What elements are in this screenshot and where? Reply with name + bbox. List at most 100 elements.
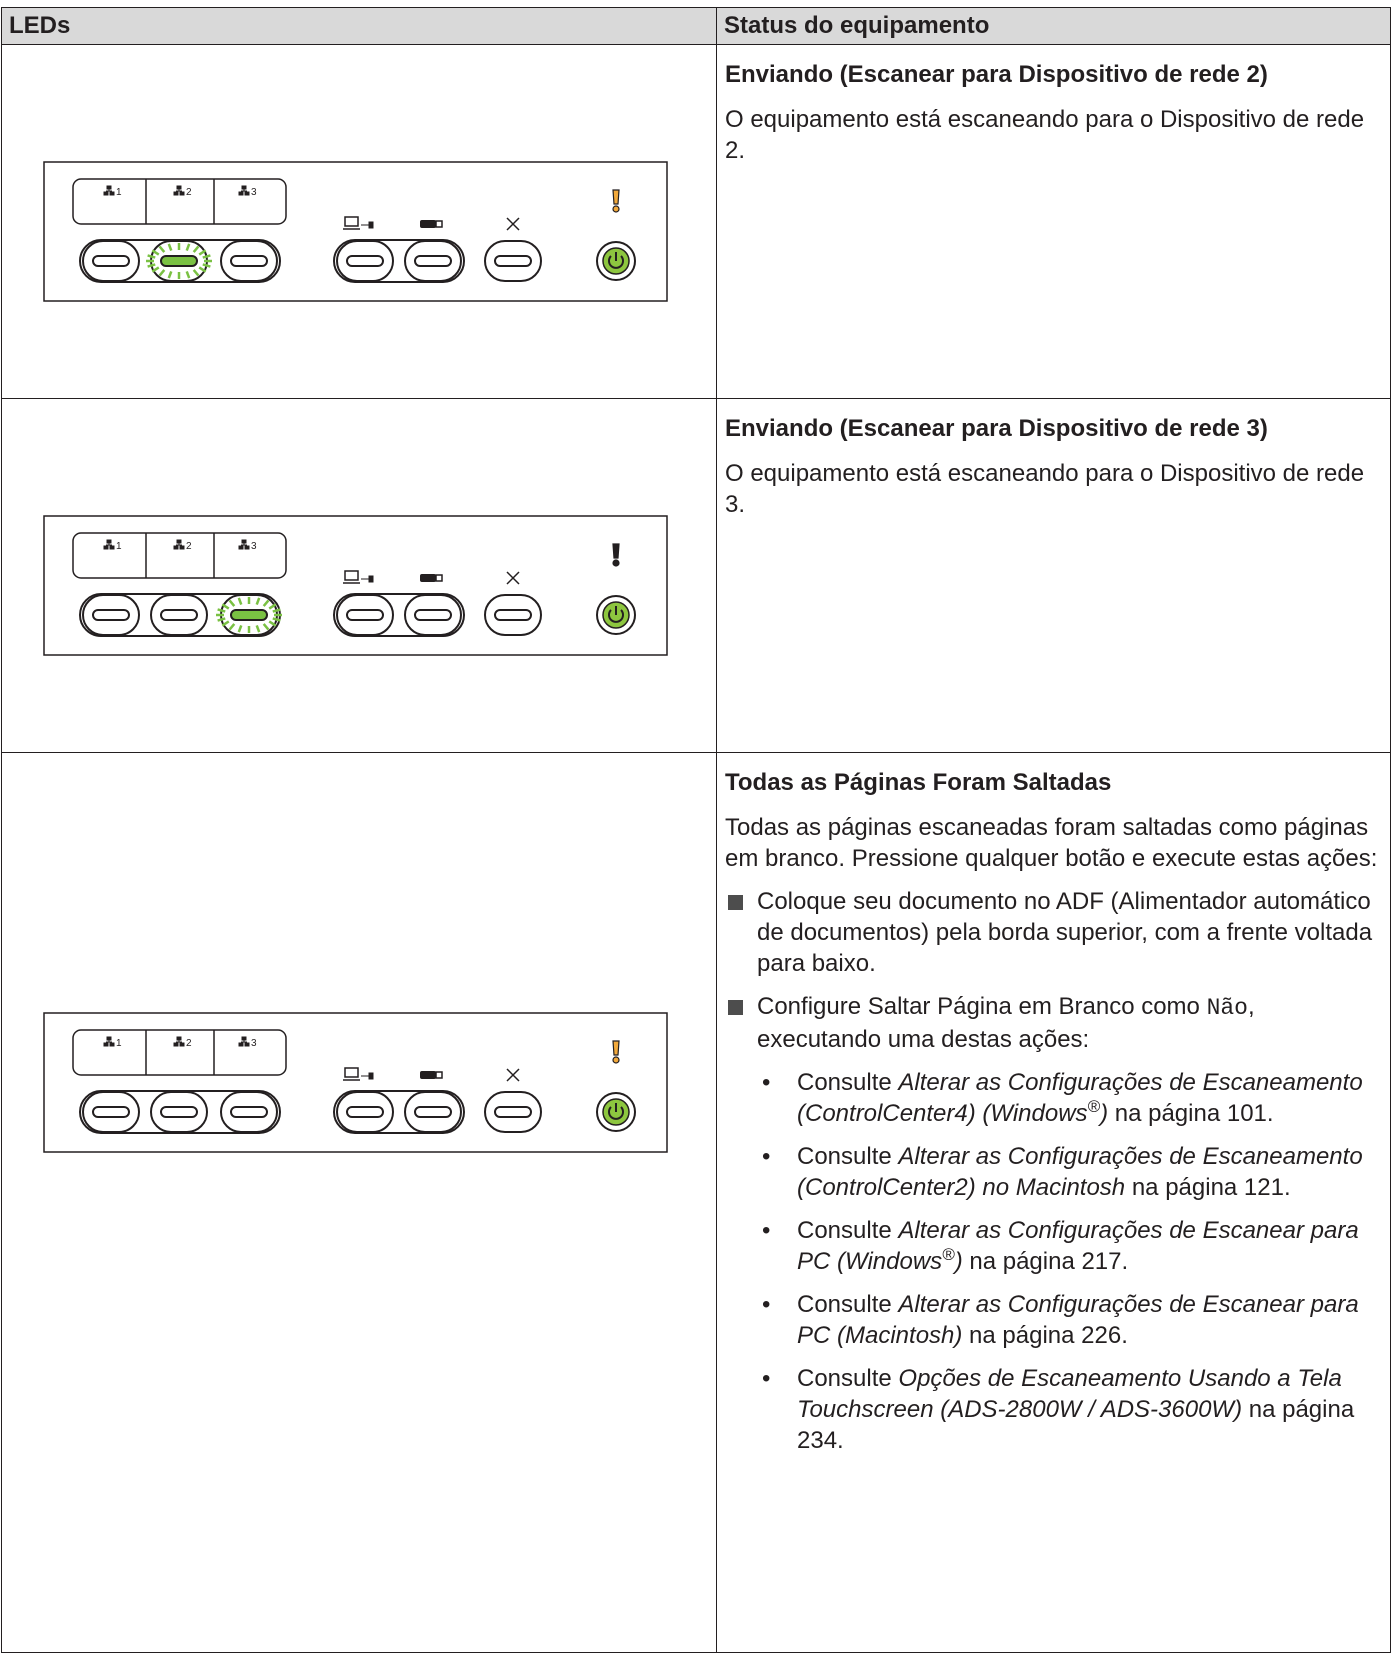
reference-item: Consulte Alterar as Configurações de Esc…	[757, 1067, 1382, 1129]
setting-value: Não	[1206, 995, 1248, 1021]
button-label: 2	[186, 187, 192, 198]
pc-icon	[343, 216, 360, 230]
reference-item: Consulte Opções de Escaneamento Usando a…	[757, 1363, 1382, 1456]
led-ray	[268, 620, 277, 627]
led-ray	[185, 271, 191, 279]
led-ray	[198, 266, 207, 273]
panel-frame	[43, 1012, 668, 1153]
label-box	[72, 1029, 287, 1076]
cancel-icon	[506, 571, 520, 585]
row: 1 2 3 Enviando (Escanear para Dispositivo …	[1, 398, 1391, 753]
status-text: Todas as páginas escaneadas foram saltad…	[725, 814, 1378, 872]
led	[92, 1106, 130, 1118]
label-box	[72, 532, 287, 579]
led-ray	[167, 271, 173, 279]
reference-lead: Consulte	[797, 1217, 892, 1244]
led-ray	[217, 617, 226, 622]
reference-lead: Consulte	[797, 1291, 892, 1318]
reference-close: )	[1100, 1100, 1109, 1127]
led-ray	[221, 620, 230, 627]
reference-page: na página 226.	[969, 1322, 1128, 1349]
page: LEDs Status do equipamento 1 2 3 Enviando …	[0, 0, 1392, 1579]
warning-dot	[612, 559, 620, 567]
reference-title: Opções de Escaneamento Usando a Tela Tou…	[797, 1365, 1342, 1423]
reference-title-text: Opções de Escaneamento Usando a Tela Tou…	[797, 1365, 1342, 1423]
led-ray	[228, 599, 236, 607]
reference-page: na página 217.	[969, 1248, 1129, 1275]
button-label: 1	[116, 1038, 122, 1049]
led-ray	[192, 269, 200, 277]
led	[494, 1106, 532, 1118]
pc-icon	[343, 1067, 360, 1081]
status-title: Enviando (Escanear para Dispositivo de r…	[725, 61, 1268, 88]
registered-mark: ®	[1087, 1097, 1101, 1116]
reference-item: Consulte Alterar as Configurações de Esc…	[757, 1141, 1382, 1203]
led-ray	[272, 608, 281, 613]
button-label: 2	[186, 1038, 192, 1049]
cancel-icon	[506, 217, 520, 231]
led-panel: 1 2 3	[43, 1012, 668, 1153]
status-text: O equipamento está escaneando para o Dis…	[725, 460, 1365, 518]
led-ray	[167, 243, 173, 251]
led-ray	[147, 254, 156, 259]
reference-lead: Consulte	[797, 1069, 892, 1096]
led-ray	[202, 254, 211, 259]
row: 1 2 3 Todas as Páginas Foram Saltadas Toda…	[1, 752, 1391, 1653]
action-item: Coloque seu documento no ADF (Alimentado…	[725, 886, 1382, 979]
led-ray	[237, 597, 243, 605]
led	[92, 255, 130, 267]
reference-title-text: Alterar as Configurações de Escanear par…	[797, 1291, 1359, 1349]
reference-lead: Consulte	[797, 1143, 892, 1170]
warning-dot	[612, 205, 620, 213]
led	[92, 609, 130, 621]
header-cell: LEDs	[1, 7, 717, 45]
reference-item: Consulte Alterar as Configurações de Esc…	[757, 1289, 1382, 1351]
reference-lead: Consulte	[797, 1365, 892, 1392]
led-ray	[221, 603, 230, 610]
usb-icon	[420, 574, 436, 582]
row: 1 2 3 Enviando (Escanear para Dispositivo …	[1, 44, 1391, 399]
reference-title: Alterar as Configurações de Escaneamento…	[797, 1143, 1363, 1201]
button-label: 2	[186, 541, 192, 552]
network-icon	[103, 185, 115, 196]
led	[414, 1106, 452, 1118]
led-ray	[262, 623, 270, 631]
network-icon	[238, 1036, 250, 1047]
power-symbol	[608, 1103, 624, 1120]
usb-icon	[420, 1071, 436, 1079]
led-ray	[192, 245, 200, 253]
led	[494, 255, 532, 267]
led	[230, 1106, 268, 1118]
reference-item: Consulte Alterar as Configurações de Esc…	[757, 1215, 1382, 1277]
network-icon	[103, 539, 115, 550]
led-ray	[158, 245, 166, 253]
led-ray	[237, 625, 243, 633]
button-group	[333, 593, 465, 637]
led	[160, 1106, 198, 1118]
action-text: , executando uma destas ações:	[757, 993, 1255, 1053]
pc-plug	[361, 221, 374, 229]
pc-plug	[361, 575, 374, 583]
action-text: Configure Saltar Página em Branco como	[757, 993, 1200, 1020]
led	[160, 255, 198, 267]
led	[494, 609, 532, 621]
warning-icon	[612, 543, 620, 559]
led-panel: 1 2 3	[43, 161, 668, 302]
usb-plug	[435, 1071, 443, 1079]
power-symbol	[608, 252, 624, 269]
led-ray	[202, 263, 211, 268]
action-text: Coloque seu documento no ADF (Alimentado…	[757, 888, 1373, 977]
button-label: 1	[116, 541, 122, 552]
network-icon	[173, 185, 185, 196]
led	[346, 1106, 384, 1118]
power-symbol	[608, 606, 624, 623]
led-ray	[272, 617, 281, 622]
panel-frame	[43, 515, 668, 656]
reference-page: na página 101.	[1114, 1100, 1274, 1127]
led-ray	[185, 243, 191, 251]
led-cell: 1 2 3	[1, 44, 717, 399]
pc-icon	[343, 570, 360, 584]
led-cell: 1 2 3	[1, 752, 717, 1653]
led	[230, 255, 268, 267]
network-icon	[238, 185, 250, 196]
